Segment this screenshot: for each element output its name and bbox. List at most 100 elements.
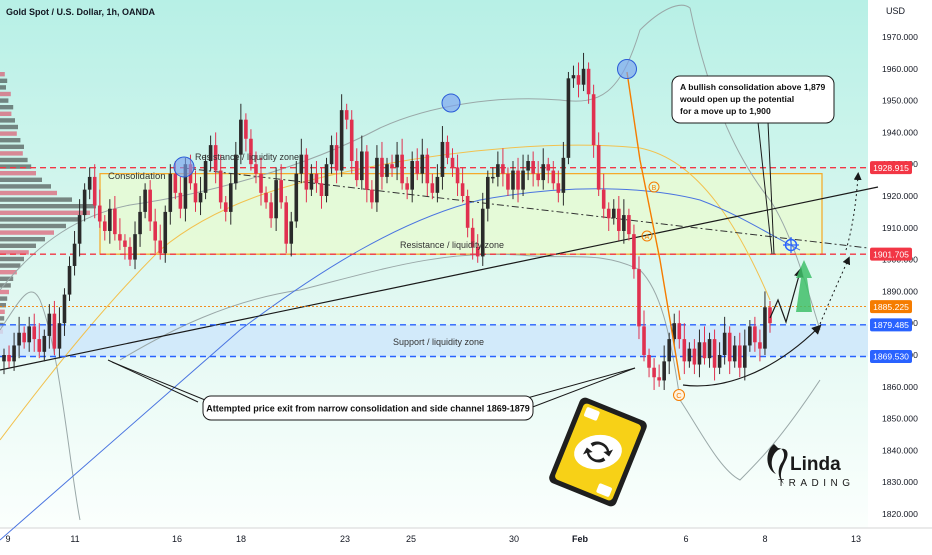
price-levels <box>0 166 868 358</box>
candle-body <box>748 326 752 346</box>
callout-top-line2: would open up the potential <box>679 94 794 104</box>
candle-body <box>7 355 11 362</box>
consolidation-label: Consolidation <box>108 171 166 182</box>
candle-body <box>516 170 520 190</box>
candle-body <box>717 355 722 368</box>
candle-body <box>264 192 268 203</box>
candle-body <box>198 192 203 203</box>
price-tick-label: 1860.000 <box>882 382 918 392</box>
volume-profile-bar <box>0 256 24 262</box>
volume-profile-bar <box>0 303 6 308</box>
price-level-badge-label: 1885.225 <box>873 302 909 312</box>
candle-body <box>763 307 767 349</box>
volume-profile-bar <box>0 223 66 229</box>
candle-body <box>52 313 57 349</box>
price-tick-label: 1960.000 <box>882 64 918 74</box>
volume-profile-bar <box>0 190 57 196</box>
price-tick-label: 1830.000 <box>882 477 918 487</box>
price-level-badge <box>870 349 912 363</box>
candle-body <box>480 208 485 257</box>
candle-body <box>601 189 606 209</box>
candle-body <box>395 154 399 168</box>
candle-body <box>617 208 621 231</box>
candle-body <box>370 189 374 203</box>
price-tick-label: 1920.000 <box>882 191 918 201</box>
candle-body <box>758 342 762 349</box>
candle-body <box>571 75 576 79</box>
descending-channel-line <box>183 167 869 249</box>
candle-body <box>77 215 82 244</box>
callout-top-line1: A bullish consolidation above 1,879 <box>680 82 826 92</box>
candle-body <box>309 173 314 190</box>
price-axis <box>868 0 932 528</box>
candle-body <box>420 154 425 174</box>
candle-body <box>244 119 248 139</box>
candle-body <box>435 176 440 193</box>
candle-body <box>531 161 535 174</box>
candle-body <box>178 192 183 209</box>
candle-body <box>637 269 641 327</box>
candle-body <box>304 154 309 190</box>
candle-body <box>491 176 495 179</box>
volume-profile-bar <box>0 230 54 235</box>
time-axis <box>0 528 932 550</box>
callout-top: A bullish consolidation above 1,879 woul… <box>671 75 835 255</box>
volume-profile-bar <box>0 98 9 103</box>
time-tick-label: 8 <box>762 534 767 544</box>
candle-body <box>102 221 107 231</box>
moving-average-blue <box>0 188 801 541</box>
candle-body <box>375 157 379 203</box>
candle-body <box>123 240 127 247</box>
candle-body <box>536 173 540 181</box>
svg-text:B: B <box>652 185 657 192</box>
candle-body <box>496 164 500 177</box>
candle-body <box>143 189 147 212</box>
candle-body <box>511 170 515 190</box>
green-up-arrow <box>796 260 812 312</box>
time-tick-label: 9 <box>5 534 10 544</box>
volume-profile-bar <box>0 296 8 301</box>
volume-profile-bar <box>0 210 90 215</box>
candle-body <box>546 164 551 171</box>
price-tick-label: 1890.000 <box>882 286 918 296</box>
volume-profile-bar <box>0 270 17 275</box>
candle-body <box>97 205 102 222</box>
volume-profile-bar <box>0 164 32 169</box>
candle-body <box>627 215 631 235</box>
candle-body <box>108 208 112 231</box>
time-tick-label: 23 <box>340 534 350 544</box>
candle-body <box>566 78 571 158</box>
candle-body <box>173 173 178 193</box>
volume-profile-bar <box>0 309 5 314</box>
candle-body <box>193 183 198 203</box>
volume-profile-bar <box>0 217 78 222</box>
callout-top-line3: for a move up to 1,900 <box>680 106 771 116</box>
resistance-label-bottom: Resistance / liquidity zone <box>400 240 504 250</box>
candle-body <box>415 161 420 174</box>
price-tick-label: 1840.000 <box>882 445 918 455</box>
price-level-badge-label: 1879.485 <box>873 320 909 330</box>
candle-body <box>349 119 354 162</box>
projection-dotted-2 <box>845 172 862 251</box>
candle-body <box>92 176 97 206</box>
time-tick-label: 25 <box>406 534 416 544</box>
svg-text:A: A <box>645 234 650 241</box>
symbol-title: Gold Spot / U.S. Dollar, 1h, OANDA <box>6 7 156 17</box>
candle-body <box>732 345 737 362</box>
volume-profile-bar <box>0 177 42 182</box>
candle-body <box>32 326 37 340</box>
candle-body <box>213 145 218 171</box>
price-level-badge-label: 1901.705 <box>873 249 909 259</box>
candle-body <box>183 164 188 209</box>
candles <box>2 52 772 390</box>
candle-body <box>400 154 404 184</box>
candle-body <box>249 138 253 165</box>
candle-body <box>269 202 273 219</box>
candle-body <box>37 339 42 352</box>
candle-body <box>591 94 596 146</box>
candle-body <box>239 119 243 155</box>
candle-body <box>445 141 450 158</box>
candle-body <box>642 326 646 355</box>
